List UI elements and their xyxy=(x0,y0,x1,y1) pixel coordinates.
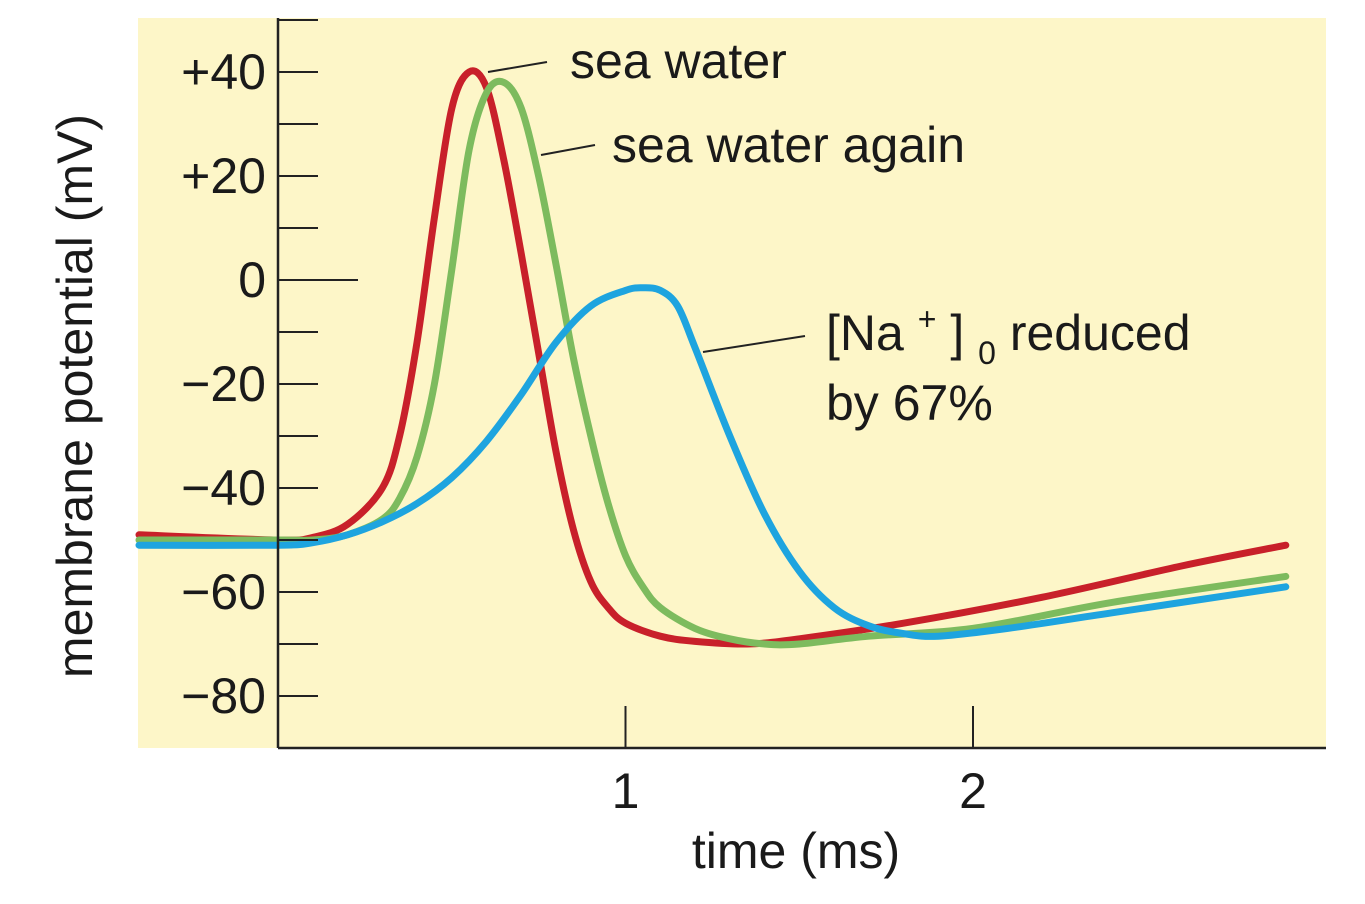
annotation-leader-na-reduced xyxy=(702,335,806,353)
ticks-layer: +40 +20 0 −20 −40 −60 −80 1 2 xyxy=(181,19,987,819)
annotation-na-reduced-line1: [Na + ] 0 reduced xyxy=(826,285,1191,375)
annotation-sea-water-again: sea water again xyxy=(612,117,965,173)
annotation-na-prefix: [Na xyxy=(826,305,904,361)
annotation-sea-water: sea water xyxy=(570,33,787,89)
y-tick-label: +20 xyxy=(181,148,266,204)
plot-background xyxy=(138,18,1326,748)
x-tick-label: 1 xyxy=(612,763,640,819)
annotation-na-bracket: ] xyxy=(950,305,964,361)
y-tick-label: −60 xyxy=(181,564,266,620)
series-layer xyxy=(135,67,1290,649)
series-na-reduced xyxy=(135,284,1290,640)
series-sea-water xyxy=(135,67,1290,648)
y-tick-label: −20 xyxy=(181,356,266,412)
y-axis-label: membrane potential (mV) xyxy=(47,114,103,678)
y-tick-label: −40 xyxy=(181,460,266,516)
annotation-leader-sea-water xyxy=(487,61,548,73)
y-tick-label: +40 xyxy=(181,44,266,100)
annotation-na-suffix: reduced xyxy=(1010,305,1191,361)
y-tick-label: −80 xyxy=(181,668,266,724)
y-tick-label: 0 xyxy=(238,252,266,308)
annotation-na-superscript: + xyxy=(918,301,937,337)
series-sea-water-again xyxy=(135,77,1290,649)
x-tick-label: 2 xyxy=(959,763,987,819)
x-axis-label: time (ms) xyxy=(692,823,900,879)
annotation-na-reduced-line2: by 67% xyxy=(826,375,993,431)
annotation-na-subscript: 0 xyxy=(978,335,996,371)
annotation-leader-sea-water-again xyxy=(540,144,596,156)
